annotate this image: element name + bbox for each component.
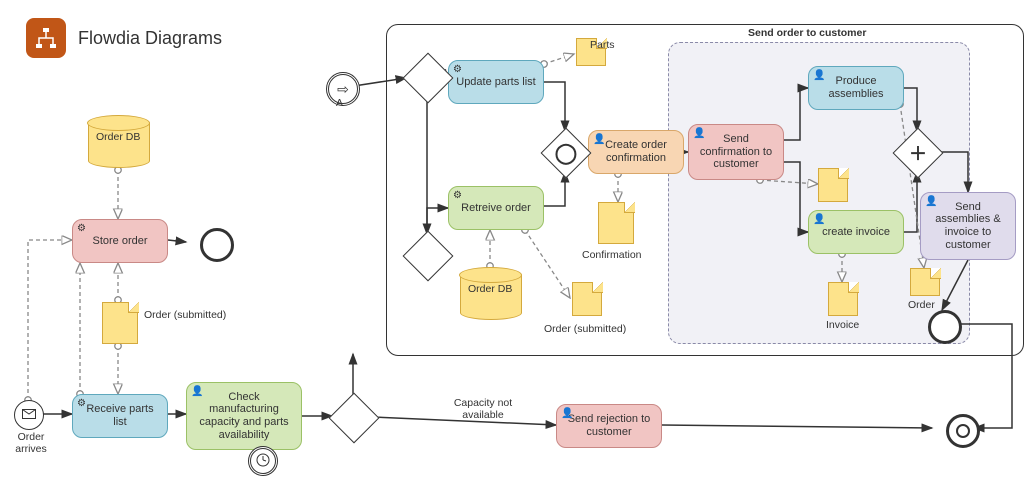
diagram-canvas: Flowdia Diagrams Send order to customer … (0, 0, 1024, 500)
document-label: Order (submitted) (544, 324, 626, 336)
task-marker-icon: 👤 (191, 386, 203, 398)
document-label: Confirmation (582, 250, 642, 262)
edge (662, 425, 932, 428)
event-icon: ⇨ (337, 81, 349, 98)
event-icon (256, 453, 270, 470)
datastore-label-2: Order DB (468, 284, 512, 296)
task-label: Update parts list (456, 76, 535, 89)
document-order2[interactable] (910, 268, 940, 296)
task-receive-parts[interactable]: ⚙Receive parts list (72, 394, 168, 438)
task-marker-icon: ⚙ (77, 398, 86, 410)
task-marker-icon: 👤 (813, 70, 825, 82)
task-send-conf[interactable]: 👤Send confirmation to customer (688, 124, 784, 180)
document-confirmation[interactable] (598, 202, 634, 244)
task-label: Receive parts list (79, 403, 161, 428)
task-check-cap[interactable]: 👤Check manufacturing capacity and parts … (186, 382, 302, 450)
datastore-label-1: Order DB (96, 132, 140, 144)
task-retrieve-order[interactable]: ⚙Retreive order (448, 186, 544, 230)
task-store-order[interactable]: ⚙ Store order (72, 219, 168, 263)
task-label: Check manufacturing capacity and parts a… (193, 391, 295, 442)
task-update-parts[interactable]: ⚙Update parts list (448, 60, 544, 104)
document-label: Invoice (826, 320, 859, 332)
app-icon (26, 18, 66, 58)
task-send-reject[interactable]: 👤Send rejection to customer (556, 404, 662, 448)
task-marker-icon: ⚙ (77, 223, 86, 235)
task-create-invoice[interactable]: 👤create invoice (808, 210, 904, 254)
event-end2[interactable] (928, 310, 962, 344)
task-send-assem[interactable]: 👤Send assemblies & invoice to customer (920, 192, 1016, 260)
task-label: Send confirmation to customer (695, 133, 777, 171)
document-order-sub[interactable] (102, 302, 138, 344)
subprocess-label: Send order to customer (748, 28, 866, 40)
event-start-msg[interactable] (14, 400, 44, 430)
document-doc-mid[interactable] (818, 168, 848, 202)
event-end3[interactable] (946, 414, 980, 448)
document-label: Parts (590, 40, 615, 52)
gateway-icon: ＋ (909, 140, 927, 166)
task-label: Retreive order (461, 202, 531, 215)
gateway-g-cap[interactable] (329, 393, 380, 444)
edge (28, 240, 72, 400)
task-label: Send rejection to customer (563, 413, 655, 438)
label-order-arrives: Order arrives (6, 432, 56, 455)
task-marker-icon: ⚙ (453, 64, 462, 76)
task-produce[interactable]: 👤Produce assemblies (808, 66, 904, 110)
document-order-sub2[interactable] (572, 282, 602, 316)
task-marker-icon: 👤 (813, 214, 825, 226)
task-marker-icon: 👤 (561, 408, 573, 420)
task-label: Store order (92, 235, 147, 248)
task-marker-icon: ⚙ (453, 190, 462, 202)
edge (168, 240, 186, 242)
task-marker-icon: 👤 (693, 128, 705, 140)
label-cap-not-avail: Capacity not available (448, 398, 518, 421)
document-label: Order (submitted) (144, 310, 226, 322)
app-title: Flowdia Diagrams (78, 28, 222, 49)
task-marker-icon: 👤 (593, 134, 605, 146)
task-label: Send assemblies & invoice to customer (927, 201, 1009, 252)
task-label: Produce assemblies (815, 75, 897, 100)
event-end1[interactable] (200, 228, 234, 262)
gateway-icon: ◯ (555, 141, 577, 166)
document-invoice[interactable] (828, 282, 858, 316)
label-link-a: A (336, 98, 343, 110)
task-label: create invoice (822, 226, 890, 239)
task-create-conf[interactable]: 👤Create order confirmation (588, 130, 684, 174)
task-marker-icon: 👤 (925, 196, 937, 208)
event-icon (22, 409, 36, 422)
document-label: Order (908, 300, 935, 312)
event-icon (956, 424, 970, 438)
task-label: Create order confirmation (595, 139, 677, 164)
event-timer[interactable] (248, 446, 278, 476)
